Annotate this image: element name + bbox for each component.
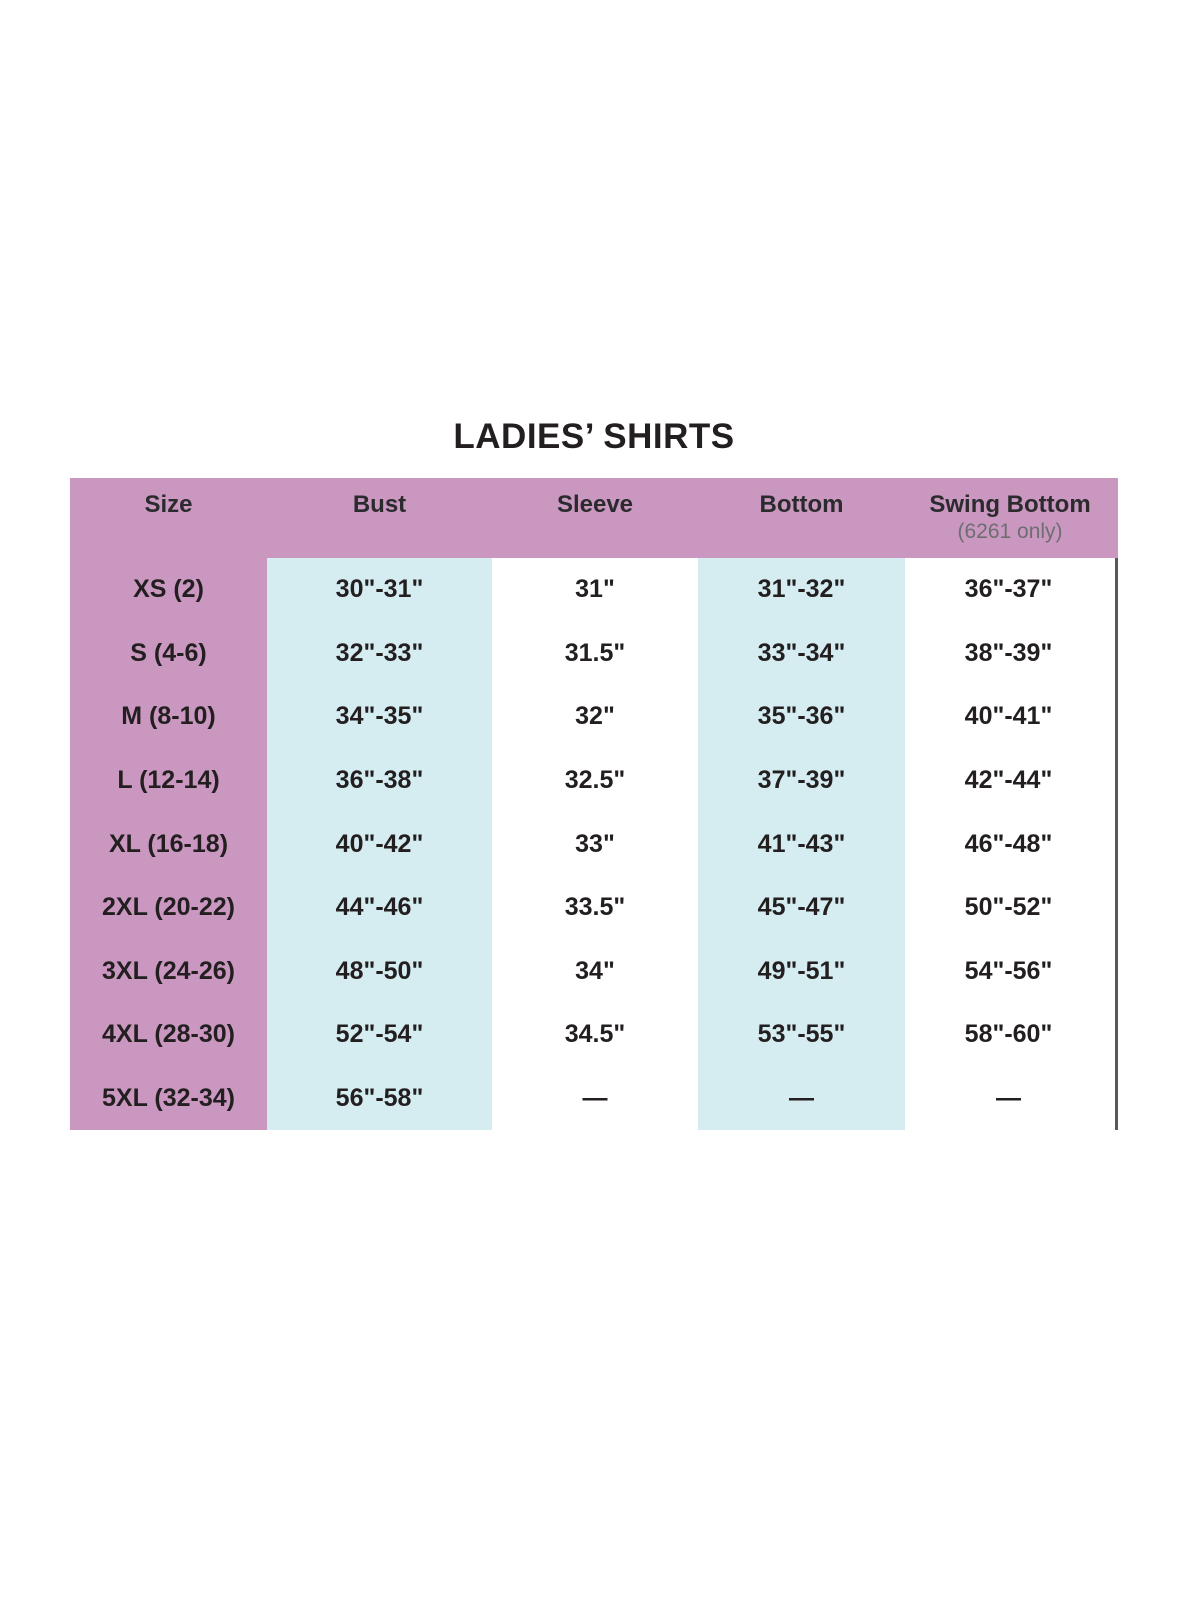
cell-bottom: 31"-32": [698, 558, 905, 622]
cell-sleeve: —: [582, 1083, 608, 1112]
cell-swing-bottom: 38"-39": [964, 638, 1053, 667]
cell-swing-bottom: 54"-56": [964, 956, 1053, 985]
cell-size: 2XL (20-22): [70, 875, 267, 940]
cell-sleeve: 33": [575, 829, 615, 858]
cell-swing-bottom: 46"-48": [964, 829, 1053, 858]
size-chart-table: Size Bust Sleeve Bottom Swing Bottom (62…: [70, 478, 1118, 1131]
table-row-s: S (4-6) 32"-33" 31.5" 33"-34" 38"-39": [70, 621, 1115, 686]
table-body: XS (2) 30"-31" 31" 31"-32" 36"-37" S (4-…: [70, 558, 1118, 1131]
page-title: LADIES’ SHIRTS: [453, 417, 735, 456]
cell-sleeve: 34.5": [564, 1020, 626, 1049]
cell-sleeve: 32.5": [564, 765, 626, 794]
cell-size: XS (2): [70, 558, 267, 622]
table-row-xs: XS (2) 30"-31" 31" 31"-32" 36"-37": [70, 558, 1115, 622]
cell-bust: 40"-42": [267, 812, 492, 876]
cell-bust: 34"-35": [267, 685, 492, 749]
cell-swing-bottom: 50"-52": [964, 893, 1053, 922]
column-header-size: Size: [70, 478, 267, 558]
column-header-note: (6261 only): [957, 520, 1063, 543]
cell-sleeve: 31.5": [564, 638, 626, 667]
cell-bottom: 37"-39": [698, 748, 905, 813]
cell-size: L (12-14): [70, 748, 267, 813]
column-header-bust: Bust: [267, 478, 492, 558]
cell-size: M (8-10): [70, 685, 267, 749]
cell-bottom: 49"-51": [698, 939, 905, 1003]
table-header-row: Size Bust Sleeve Bottom Swing Bottom (62…: [70, 478, 1118, 558]
cell-bottom: 45"-47": [698, 875, 905, 940]
column-header-label: Sleeve: [556, 491, 634, 518]
cell-bust: 52"-54": [267, 1002, 492, 1067]
column-header-label: Size: [144, 491, 193, 518]
cell-size: 5XL (32-34): [70, 1066, 267, 1131]
cell-bust: 56"-58": [267, 1066, 492, 1131]
cell-size: XL (16-18): [70, 812, 267, 876]
cell-bust: 44"-46": [267, 875, 492, 940]
column-header-label: Bust: [352, 491, 407, 518]
cell-bust: 36"-38": [267, 748, 492, 813]
cell-bust: 30"-31": [267, 558, 492, 622]
cell-bottom: 53"-55": [698, 1002, 905, 1067]
cell-bottom: 35"-36": [698, 685, 905, 749]
cell-swing-bottom: 36"-37": [964, 575, 1053, 604]
column-header-bottom: Bottom: [698, 478, 905, 558]
cell-swing-bottom: 42"-44": [964, 765, 1053, 794]
cell-swing-bottom: 58"-60": [964, 1020, 1053, 1049]
cell-bottom: 41"-43": [698, 812, 905, 876]
cell-size: 4XL (28-30): [70, 1002, 267, 1067]
cell-sleeve: 31": [575, 575, 615, 604]
cell-bottom: —: [698, 1066, 905, 1131]
cell-size: S (4-6): [70, 621, 267, 686]
column-header-label: Bottom: [759, 491, 844, 518]
cell-bottom: 33"-34": [698, 621, 905, 686]
table-row-5xl: 5XL (32-34) 56"-58" — — —: [70, 1066, 1115, 1131]
table-row-m: M (8-10) 34"-35" 32" 35"-36" 40"-41": [70, 685, 1115, 749]
table-row-l: L (12-14) 36"-38" 32.5" 37"-39" 42"-44": [70, 748, 1115, 813]
column-header-swing-bottom: Swing Bottom (6261 only): [905, 478, 1115, 558]
cell-swing-bottom: 40"-41": [964, 702, 1053, 731]
cell-sleeve: 34": [575, 956, 615, 985]
table-row-4xl: 4XL (28-30) 52"-54" 34.5" 53"-55" 58"-60…: [70, 1002, 1115, 1067]
size-chart: LADIES’ SHIRTS Size Bust Sleeve Bottom S…: [70, 417, 1118, 1131]
cell-bust: 48"-50": [267, 939, 492, 1003]
cell-sleeve: 33.5": [564, 893, 626, 922]
table-row-2xl: 2XL (20-22) 44"-46" 33.5" 45"-47" 50"-52…: [70, 875, 1115, 940]
table-row-xl: XL (16-18) 40"-42" 33" 41"-43" 46"-48": [70, 812, 1115, 876]
cell-size: 3XL (24-26): [70, 939, 267, 1003]
cell-swing-bottom: —: [996, 1083, 1021, 1112]
column-header-sleeve: Sleeve: [492, 478, 698, 558]
column-header-label: Swing Bottom: [929, 491, 1091, 518]
cell-bust: 32"-33": [267, 621, 492, 686]
table-row-3xl: 3XL (24-26) 48"-50" 34" 49"-51" 54"-56": [70, 939, 1115, 1003]
cell-sleeve: 32": [575, 702, 615, 731]
